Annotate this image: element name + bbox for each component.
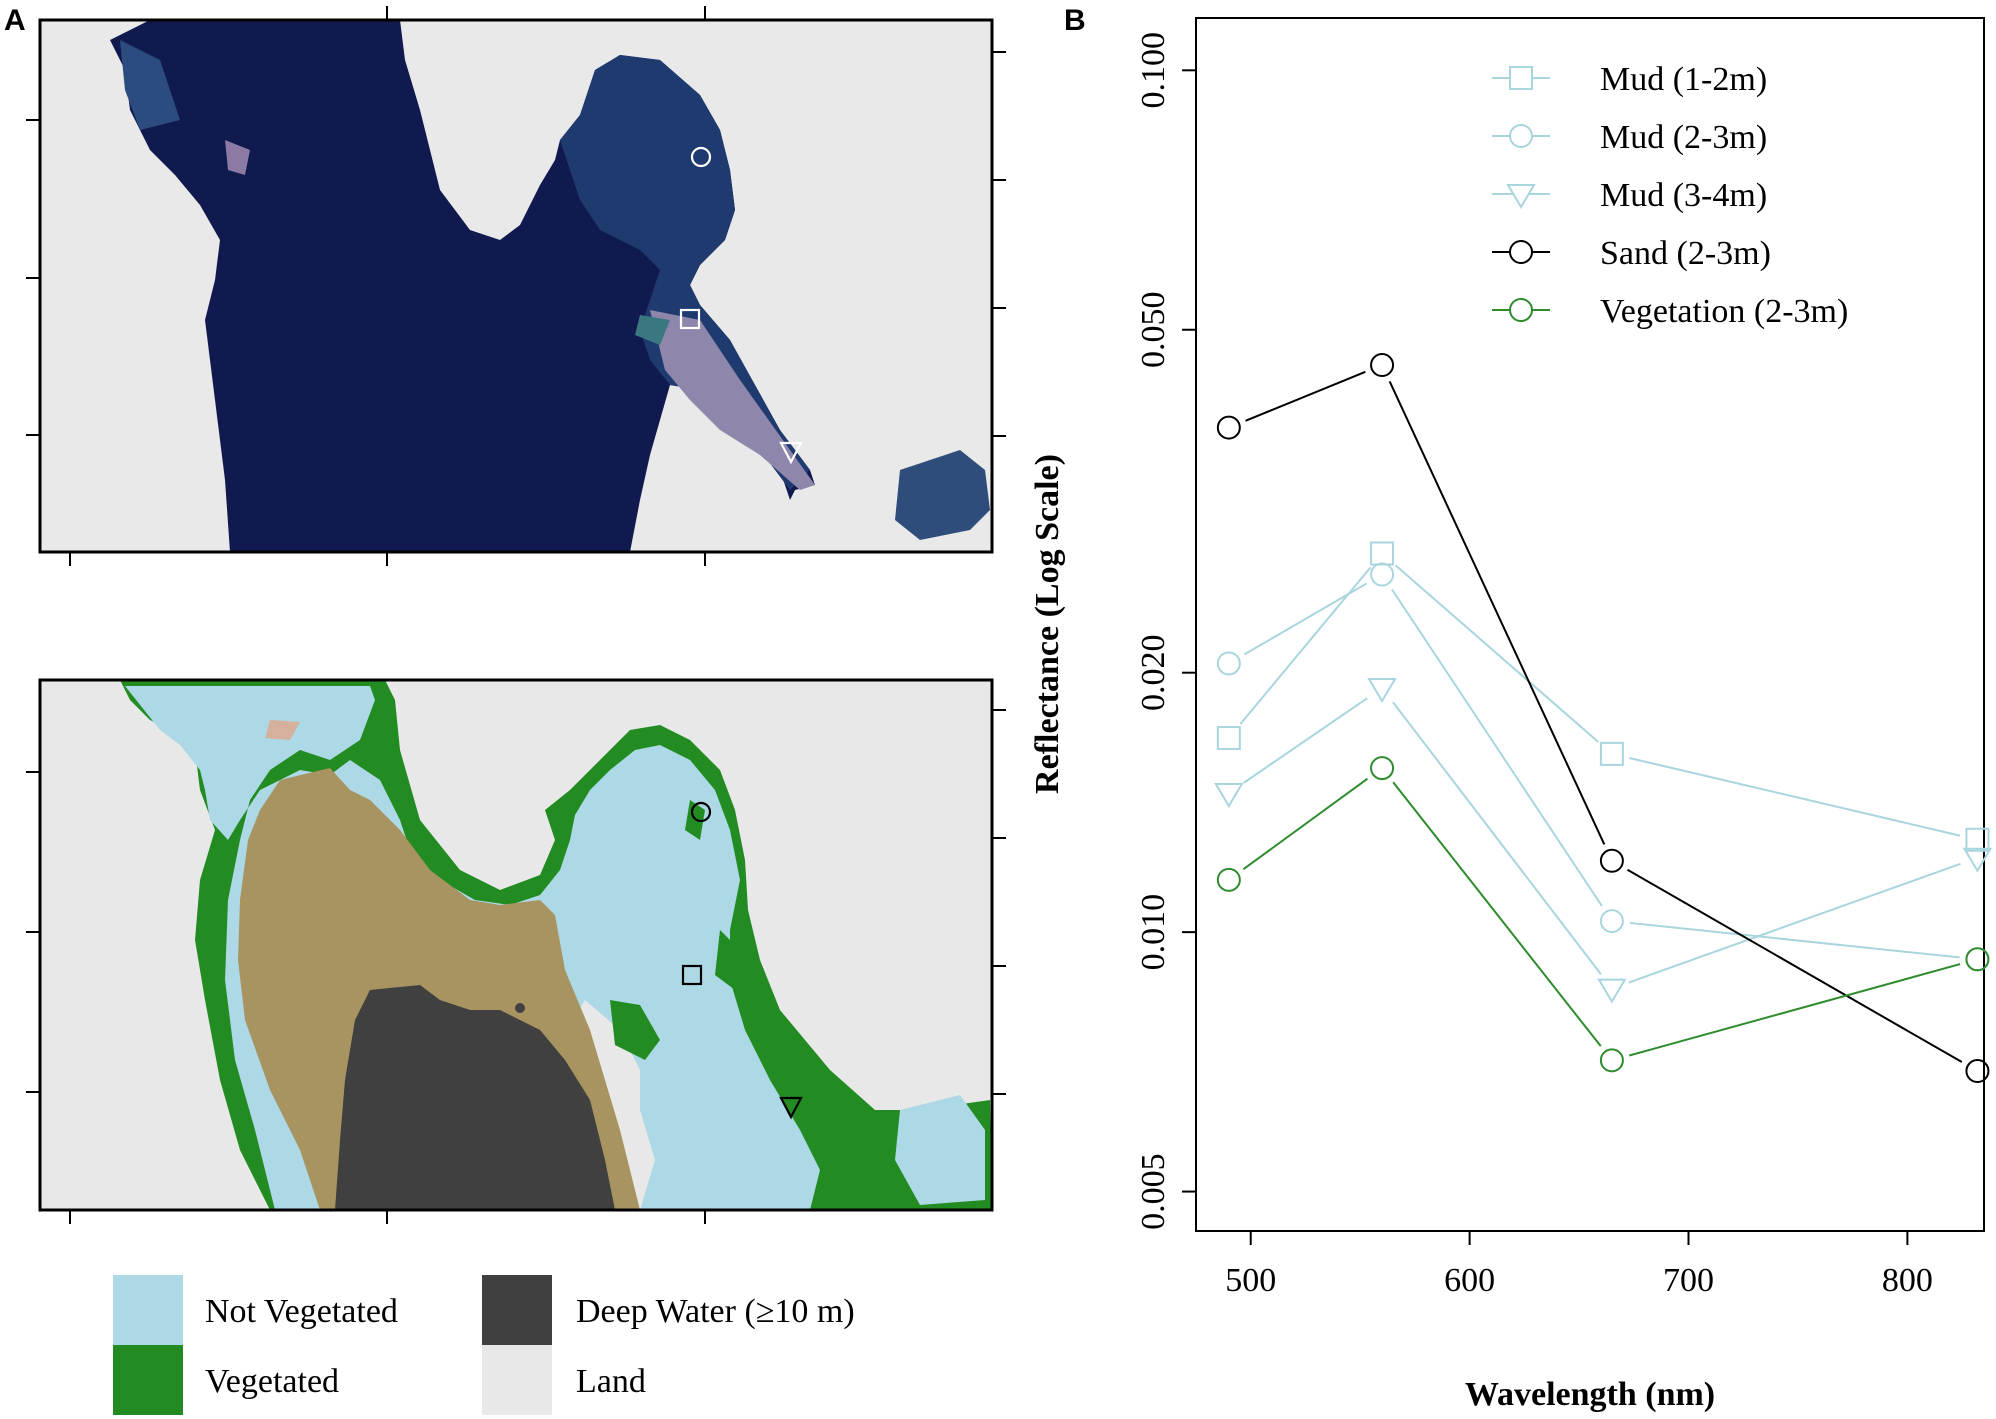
legend-label: Vegetation (2-3m): [1600, 293, 1848, 330]
data-point: [1599, 1048, 1624, 1073]
series-segment: [1243, 582, 1367, 656]
data-point: [1370, 756, 1395, 781]
chart-y-axis-label: Reflectance (Log Scale): [1029, 454, 1066, 794]
legend-label: Mud (1-2m): [1600, 61, 1767, 98]
map-ticks: [26, 709, 1006, 1224]
legend-label: Mud (3-4m): [1600, 177, 1767, 214]
legend-label-land: Land: [576, 1363, 646, 1400]
legend-label: Mud (2-3m): [1600, 119, 1767, 156]
chart-series: [1214, 353, 1993, 1084]
sample-marker-circle: [690, 146, 712, 168]
map-marker-triangle: [779, 1096, 803, 1120]
legend-swatch-deep-water: [482, 1275, 552, 1345]
legend-marker: [1506, 184, 1536, 209]
x-tick-label: 500: [1225, 1262, 1276, 1299]
panel-a-label: A: [4, 4, 26, 37]
series-sand-2-3m: [1216, 353, 1990, 1084]
chart-legend: Mud (1-2m) Mud (2-3m) Mud (3-4m) Sand (2-3m…: [1492, 61, 1848, 330]
series-mud-3-4m: [1214, 677, 1993, 1004]
x-tick-label: 800: [1882, 1262, 1933, 1299]
satellite-frame: [38, 18, 994, 554]
series-segment: [1629, 757, 1961, 837]
data-point: [1370, 353, 1395, 378]
series-segment: [1392, 701, 1602, 975]
data-point: [1599, 741, 1624, 766]
legend-marker: [1509, 124, 1533, 148]
reflectance-chart: 500 600 700 800 0.005 0.010 0.020 0.050 0.100 Mu…: [1029, 17, 1993, 1413]
series-segment: [1243, 697, 1368, 784]
series-segment: [1392, 781, 1602, 1047]
map-classes: [120, 680, 992, 1210]
y-tick-label: 0.005: [1135, 1153, 1172, 1230]
map-legend: Not Vegetated Vegetated Deep Water (≥10 …: [113, 1275, 855, 1415]
legend-swatch-land: [482, 1345, 552, 1415]
data-point: [1216, 725, 1241, 750]
sample-marker-square: [679, 308, 701, 330]
panel-b-label: B: [1064, 4, 1086, 37]
chart-x-axis-label: Wavelength (nm): [1465, 1376, 1715, 1413]
data-point: [1597, 978, 1627, 1004]
series-segment: [1388, 380, 1606, 845]
data-point: [1216, 867, 1241, 892]
satellite-water-body: [110, 20, 990, 552]
chart-plot-frame: [1195, 17, 1985, 1232]
data-point: [1216, 415, 1241, 440]
sample-marker-triangle: [779, 441, 803, 465]
series-mud-2-3m: [1216, 562, 1990, 972]
map-marker-square: [681, 964, 703, 986]
x-tick-label: 600: [1444, 1262, 1495, 1299]
satellite-ticks: [26, 6, 1006, 566]
data-point: [1965, 947, 1990, 972]
data-point: [1599, 909, 1624, 934]
legend-label: Sand (2-3m): [1600, 235, 1771, 272]
series-segment: [1626, 868, 1963, 1063]
legend-label-deep-water: Deep Water (≥10 m): [576, 1293, 855, 1330]
classification-map-panel: [26, 678, 1006, 1224]
legend-marker: [1509, 66, 1533, 90]
y-tick-label: 0.100: [1135, 32, 1172, 109]
series-mud-1-2m: [1216, 541, 1990, 852]
series-segment: [1391, 588, 1603, 907]
legend-label-not-vegetated: Not Vegetated: [205, 1293, 398, 1330]
data-point: [1965, 1059, 1990, 1084]
series-segment: [1394, 564, 1599, 743]
x-tick-label: 700: [1663, 1262, 1714, 1299]
data-point: [1965, 827, 1990, 852]
data-point: [1370, 541, 1395, 566]
series-segment: [1629, 921, 1960, 959]
series-segment: [1628, 862, 1961, 984]
data-point: [1599, 848, 1624, 873]
series-segment: [1628, 963, 1961, 1057]
data-point: [1367, 677, 1397, 703]
map-frame: [38, 678, 994, 1212]
y-tick-label: 0.050: [1135, 291, 1172, 368]
legend-label-vegetated: Vegetated: [205, 1363, 339, 1400]
map-marker-circle: [690, 801, 712, 823]
data-point: [1962, 847, 1993, 873]
legend-swatch-vegetated: [113, 1345, 183, 1415]
data-point: [1370, 562, 1395, 587]
y-tick-label: 0.010: [1135, 894, 1172, 971]
chart-ticks: 500 600 700 800 0.005 0.010 0.020 0.050 0.100: [1135, 32, 1933, 1299]
series-segment: [1242, 777, 1369, 871]
series-vegetation-2-3m: [1216, 756, 1990, 1073]
data-point: [1214, 783, 1244, 809]
series-segment: [1245, 370, 1366, 422]
legend-marker: [1509, 298, 1533, 322]
data-point: [1216, 651, 1241, 676]
legend-marker: [1509, 240, 1533, 264]
satellite-image-panel: [26, 6, 1006, 566]
y-tick-label: 0.020: [1135, 634, 1172, 711]
legend-swatch-not-vegetated: [113, 1275, 183, 1345]
